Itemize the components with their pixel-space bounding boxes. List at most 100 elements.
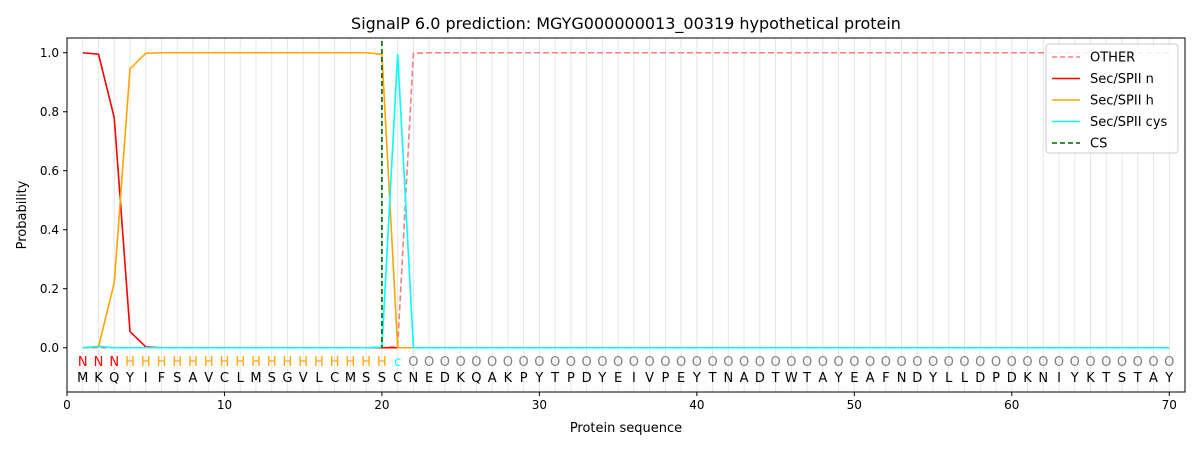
legend-label: Sec/SPII n bbox=[1090, 72, 1154, 87]
x-tick-label: 60 bbox=[1004, 398, 1019, 412]
residue-label: O bbox=[582, 355, 592, 370]
residue-label: O bbox=[692, 355, 702, 370]
series-line-sec-spii-n bbox=[82, 51, 1170, 349]
residue-label: O bbox=[928, 355, 938, 370]
residue-label: O bbox=[1148, 355, 1158, 370]
residue-label: O bbox=[818, 355, 828, 370]
residue-label: O bbox=[487, 355, 497, 370]
x-tick-label: 0 bbox=[63, 398, 71, 412]
y-axis-label: Probability bbox=[15, 180, 30, 249]
residue-label: O bbox=[975, 355, 985, 370]
residue-label: O bbox=[896, 355, 906, 370]
y-tick-label: 0.8 bbox=[40, 105, 59, 119]
residue-label: O bbox=[991, 355, 1001, 370]
residue-label: H bbox=[314, 355, 324, 370]
residue-label: O bbox=[755, 355, 765, 370]
residue-label: H bbox=[377, 355, 387, 370]
residue-label: H bbox=[204, 355, 214, 370]
x-tick-label: 40 bbox=[689, 398, 704, 412]
residue-label: O bbox=[550, 355, 560, 370]
x-tick-label: 30 bbox=[532, 398, 547, 412]
x-tick-label: 70 bbox=[1162, 398, 1177, 412]
residue-label: H bbox=[220, 355, 230, 370]
residue-label: N bbox=[78, 355, 88, 370]
residue-label: O bbox=[959, 355, 969, 370]
y-tick-label: 0.6 bbox=[40, 164, 59, 178]
residue-label: O bbox=[660, 355, 670, 370]
series-line-sec-spii-cys bbox=[82, 54, 1170, 349]
residue-label: O bbox=[534, 355, 544, 370]
residue-label: O bbox=[456, 355, 466, 370]
x-tick-label: 20 bbox=[374, 398, 389, 412]
residue-label: O bbox=[1101, 355, 1111, 370]
residue-label: O bbox=[408, 355, 418, 370]
residue-label: O bbox=[849, 355, 859, 370]
residue-label: O bbox=[833, 355, 843, 370]
residue-label: O bbox=[1054, 355, 1064, 370]
residue-label: c bbox=[394, 355, 401, 370]
residue-label: H bbox=[157, 355, 167, 370]
residue-label: H bbox=[251, 355, 261, 370]
residue-label: O bbox=[944, 355, 954, 370]
x-axis-label: Protein sequence bbox=[570, 421, 682, 436]
y-tick-label: 0.2 bbox=[40, 282, 59, 296]
residue-label: O bbox=[613, 355, 623, 370]
residue-label: O bbox=[629, 355, 639, 370]
residue-label: N bbox=[94, 355, 104, 370]
residue-label: H bbox=[235, 355, 245, 370]
x-tick-label: 50 bbox=[847, 398, 862, 412]
residue-label: O bbox=[739, 355, 749, 370]
residue-label: O bbox=[912, 355, 922, 370]
residue-label: H bbox=[298, 355, 308, 370]
legend-label: OTHER bbox=[1090, 51, 1135, 66]
legend-label: Sec/SPII cys bbox=[1090, 115, 1168, 130]
residue-label: H bbox=[125, 355, 135, 370]
series-line-sec-spii-h bbox=[82, 51, 1170, 349]
residue-label: O bbox=[723, 355, 733, 370]
residue-label: O bbox=[440, 355, 450, 370]
y-tick-label: 0.0 bbox=[40, 341, 59, 355]
residue-label: O bbox=[1070, 355, 1080, 370]
legend-label: Sec/SPII h bbox=[1090, 94, 1154, 109]
residue-label: O bbox=[645, 355, 655, 370]
series-line-other bbox=[82, 51, 1170, 349]
residue-label: O bbox=[1085, 355, 1095, 370]
residue-label: O bbox=[802, 355, 812, 370]
residue-label: O bbox=[786, 355, 796, 370]
plot-frame bbox=[66, 37, 1186, 393]
residue-label: O bbox=[1164, 355, 1174, 370]
residue-label: H bbox=[361, 355, 371, 370]
residue-label: N bbox=[109, 355, 119, 370]
residue-label: H bbox=[283, 355, 293, 370]
x-tick-label: 10 bbox=[217, 398, 232, 412]
protein-sequence: MKQYIFSAVCLMSGVLCMSSCNEDKQAKPYTPDYEIVPEY… bbox=[77, 371, 1173, 386]
residue-label: H bbox=[188, 355, 198, 370]
residue-label: O bbox=[471, 355, 481, 370]
residue-label: O bbox=[424, 355, 434, 370]
residue-label: O bbox=[676, 355, 686, 370]
residue-label: O bbox=[770, 355, 780, 370]
residue-label: O bbox=[597, 355, 607, 370]
residue-label: H bbox=[267, 355, 277, 370]
y-tick-label: 1.0 bbox=[40, 46, 59, 60]
residue-label: O bbox=[865, 355, 875, 370]
residue-label: O bbox=[566, 355, 576, 370]
residue-label: O bbox=[707, 355, 717, 370]
residue-label: O bbox=[519, 355, 529, 370]
residue-label: O bbox=[881, 355, 891, 370]
residue-label: O bbox=[503, 355, 513, 370]
residue-label: O bbox=[1007, 355, 1017, 370]
legend-label: CS bbox=[1090, 137, 1107, 152]
residue-label: O bbox=[1022, 355, 1032, 370]
chart-title: SignalP 6.0 prediction: MGYG000000013_00… bbox=[351, 14, 901, 34]
residue-label: O bbox=[1038, 355, 1048, 370]
residue-label: H bbox=[346, 355, 356, 370]
residue-label: O bbox=[1133, 355, 1143, 370]
legend-box bbox=[1045, 43, 1179, 154]
residue-label: H bbox=[141, 355, 151, 370]
residue-label: H bbox=[330, 355, 340, 370]
residue-label: O bbox=[1117, 355, 1127, 370]
y-tick-label: 0.4 bbox=[40, 223, 59, 237]
residue-label: H bbox=[172, 355, 182, 370]
